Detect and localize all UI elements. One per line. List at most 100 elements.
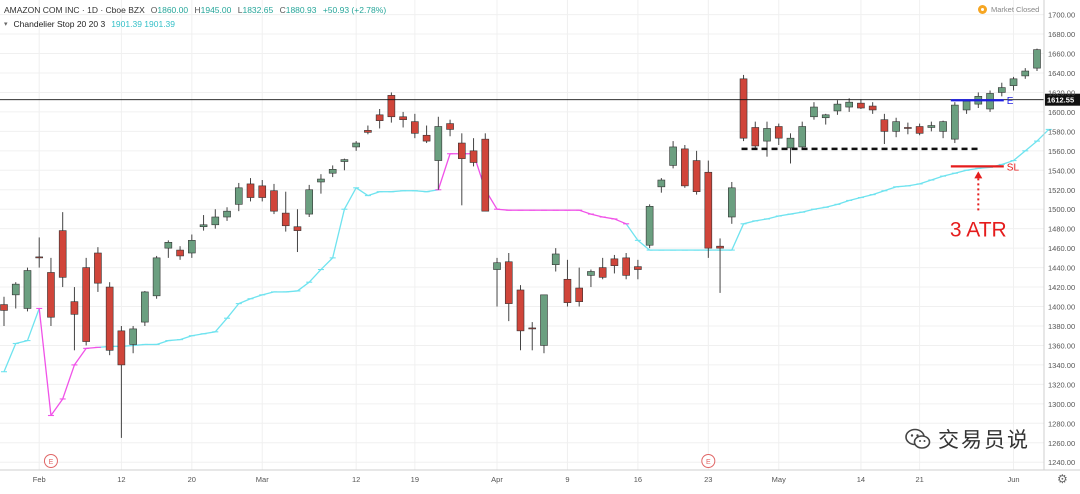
candle-body[interactable] — [739, 78, 748, 139]
candle-body[interactable] — [551, 253, 560, 265]
candle-body[interactable] — [422, 134, 431, 142]
candle-body[interactable] — [575, 287, 583, 302]
candle-body[interactable] — [997, 87, 1006, 93]
candle-body[interactable] — [211, 216, 220, 226]
candle-body[interactable] — [411, 121, 419, 134]
candle-body[interactable] — [880, 119, 889, 132]
candle-body[interactable] — [751, 127, 760, 147]
candle-body[interactable] — [774, 126, 783, 139]
candle-body[interactable] — [857, 102, 865, 109]
candle-body[interactable] — [23, 270, 32, 309]
candle-body[interactable] — [469, 150, 478, 163]
candle-body[interactable] — [962, 100, 971, 111]
candle-body[interactable] — [821, 114, 830, 119]
candle-body[interactable] — [317, 178, 325, 183]
candle-body[interactable] — [915, 126, 924, 134]
candle-body[interactable] — [0, 304, 8, 311]
candle-body[interactable] — [904, 127, 912, 129]
chandelier-stop-segment — [26, 308, 40, 341]
symbol-label[interactable]: AMAZON COM INC · 1D · Cboe BZX — [4, 5, 145, 15]
candle-body[interactable] — [528, 327, 537, 330]
candle-body[interactable] — [504, 261, 513, 304]
candle-body[interactable] — [70, 301, 79, 315]
candle-body[interactable] — [563, 278, 572, 303]
candle-body[interactable] — [692, 160, 701, 192]
candle-body[interactable] — [540, 294, 548, 346]
candle-body[interactable] — [129, 328, 137, 345]
candle-body[interactable] — [1021, 70, 1030, 77]
candle-body[interactable] — [716, 245, 724, 249]
candle-body[interactable] — [399, 116, 407, 120]
candle-body[interactable] — [927, 125, 936, 128]
candle-body[interactable] — [364, 130, 372, 133]
candle-body[interactable] — [763, 128, 771, 142]
candle-body[interactable] — [82, 267, 90, 342]
candle-body[interactable] — [868, 105, 877, 111]
candle-body[interactable] — [176, 249, 184, 257]
candle-body[interactable] — [587, 271, 595, 276]
candle-body[interactable] — [669, 146, 677, 166]
candle-body[interactable] — [234, 187, 243, 205]
candle-body[interactable] — [58, 230, 67, 278]
candle-body[interactable] — [786, 137, 795, 149]
candle-body[interactable] — [105, 286, 114, 351]
indicator-name[interactable]: Chandelier Stop 20 20 3 — [13, 19, 106, 29]
candle-body[interactable] — [434, 126, 443, 161]
candle-body[interactable] — [281, 212, 290, 227]
candle-body[interactable] — [657, 179, 666, 188]
candle-body[interactable] — [352, 142, 360, 148]
candle-body[interactable] — [1033, 49, 1041, 69]
candle-body[interactable] — [798, 126, 807, 148]
candle-body[interactable] — [246, 183, 255, 198]
candle-body[interactable] — [939, 121, 947, 132]
candle-body[interactable] — [117, 330, 126, 366]
candle-body[interactable] — [704, 171, 713, 249]
candle-body[interactable] — [446, 123, 454, 130]
candle-body[interactable] — [727, 187, 736, 218]
candle-body[interactable] — [833, 103, 842, 112]
legend-symbol-row[interactable]: AMAZON COM INC · 1D · Cboe BZX O1860.00 … — [4, 3, 390, 17]
candle-body[interactable] — [141, 291, 149, 323]
chandelier-stop-segment — [226, 303, 240, 319]
candle-body[interactable] — [481, 138, 490, 212]
candle-body[interactable] — [223, 210, 231, 218]
candle-body[interactable] — [892, 121, 900, 132]
candle-body[interactable] — [598, 267, 607, 278]
candle-body[interactable] — [164, 241, 173, 249]
indicator-toggle-icon[interactable]: ▾ — [4, 21, 8, 28]
candle-body[interactable] — [35, 256, 44, 259]
event-marker-icon[interactable] — [43, 454, 58, 468]
y-tick-label: 1240.00 — [1048, 458, 1075, 467]
candle-body[interactable] — [845, 101, 853, 108]
candle-body[interactable] — [11, 283, 20, 296]
candle-body[interactable] — [516, 289, 525, 332]
candle-body[interactable] — [328, 169, 337, 174]
candle-body[interactable] — [610, 258, 619, 266]
candle-body[interactable] — [1009, 78, 1018, 86]
settings-gear-icon[interactable]: ⚙ — [1057, 472, 1068, 486]
legend-indicator-row[interactable]: ▾ Chandelier Stop 20 20 3 1901.39 1901.3… — [4, 17, 390, 31]
candle-body[interactable] — [681, 148, 689, 187]
candle-body[interactable] — [47, 272, 55, 318]
candle-body[interactable] — [94, 252, 102, 284]
candle-body[interactable] — [622, 257, 630, 276]
candle-body[interactable] — [199, 224, 208, 228]
candle-body[interactable] — [152, 257, 161, 297]
candle-body[interactable] — [188, 240, 196, 254]
candle-body[interactable] — [293, 226, 302, 231]
y-tick-label: 1400.00 — [1048, 303, 1075, 312]
candle-body[interactable] — [634, 266, 642, 270]
candle-body[interactable] — [375, 114, 384, 121]
candle-body[interactable] — [305, 189, 314, 215]
candle-body[interactable] — [645, 205, 654, 246]
candle-body[interactable] — [258, 185, 267, 198]
candle-body[interactable] — [340, 159, 349, 162]
candle-body[interactable] — [387, 95, 396, 118]
candle-body[interactable] — [458, 142, 466, 159]
candle-body[interactable] — [270, 190, 278, 212]
candle-body[interactable] — [810, 106, 818, 118]
candle-body[interactable] — [493, 262, 501, 270]
candle-body[interactable] — [951, 104, 959, 140]
event-marker-icon[interactable] — [701, 454, 716, 468]
